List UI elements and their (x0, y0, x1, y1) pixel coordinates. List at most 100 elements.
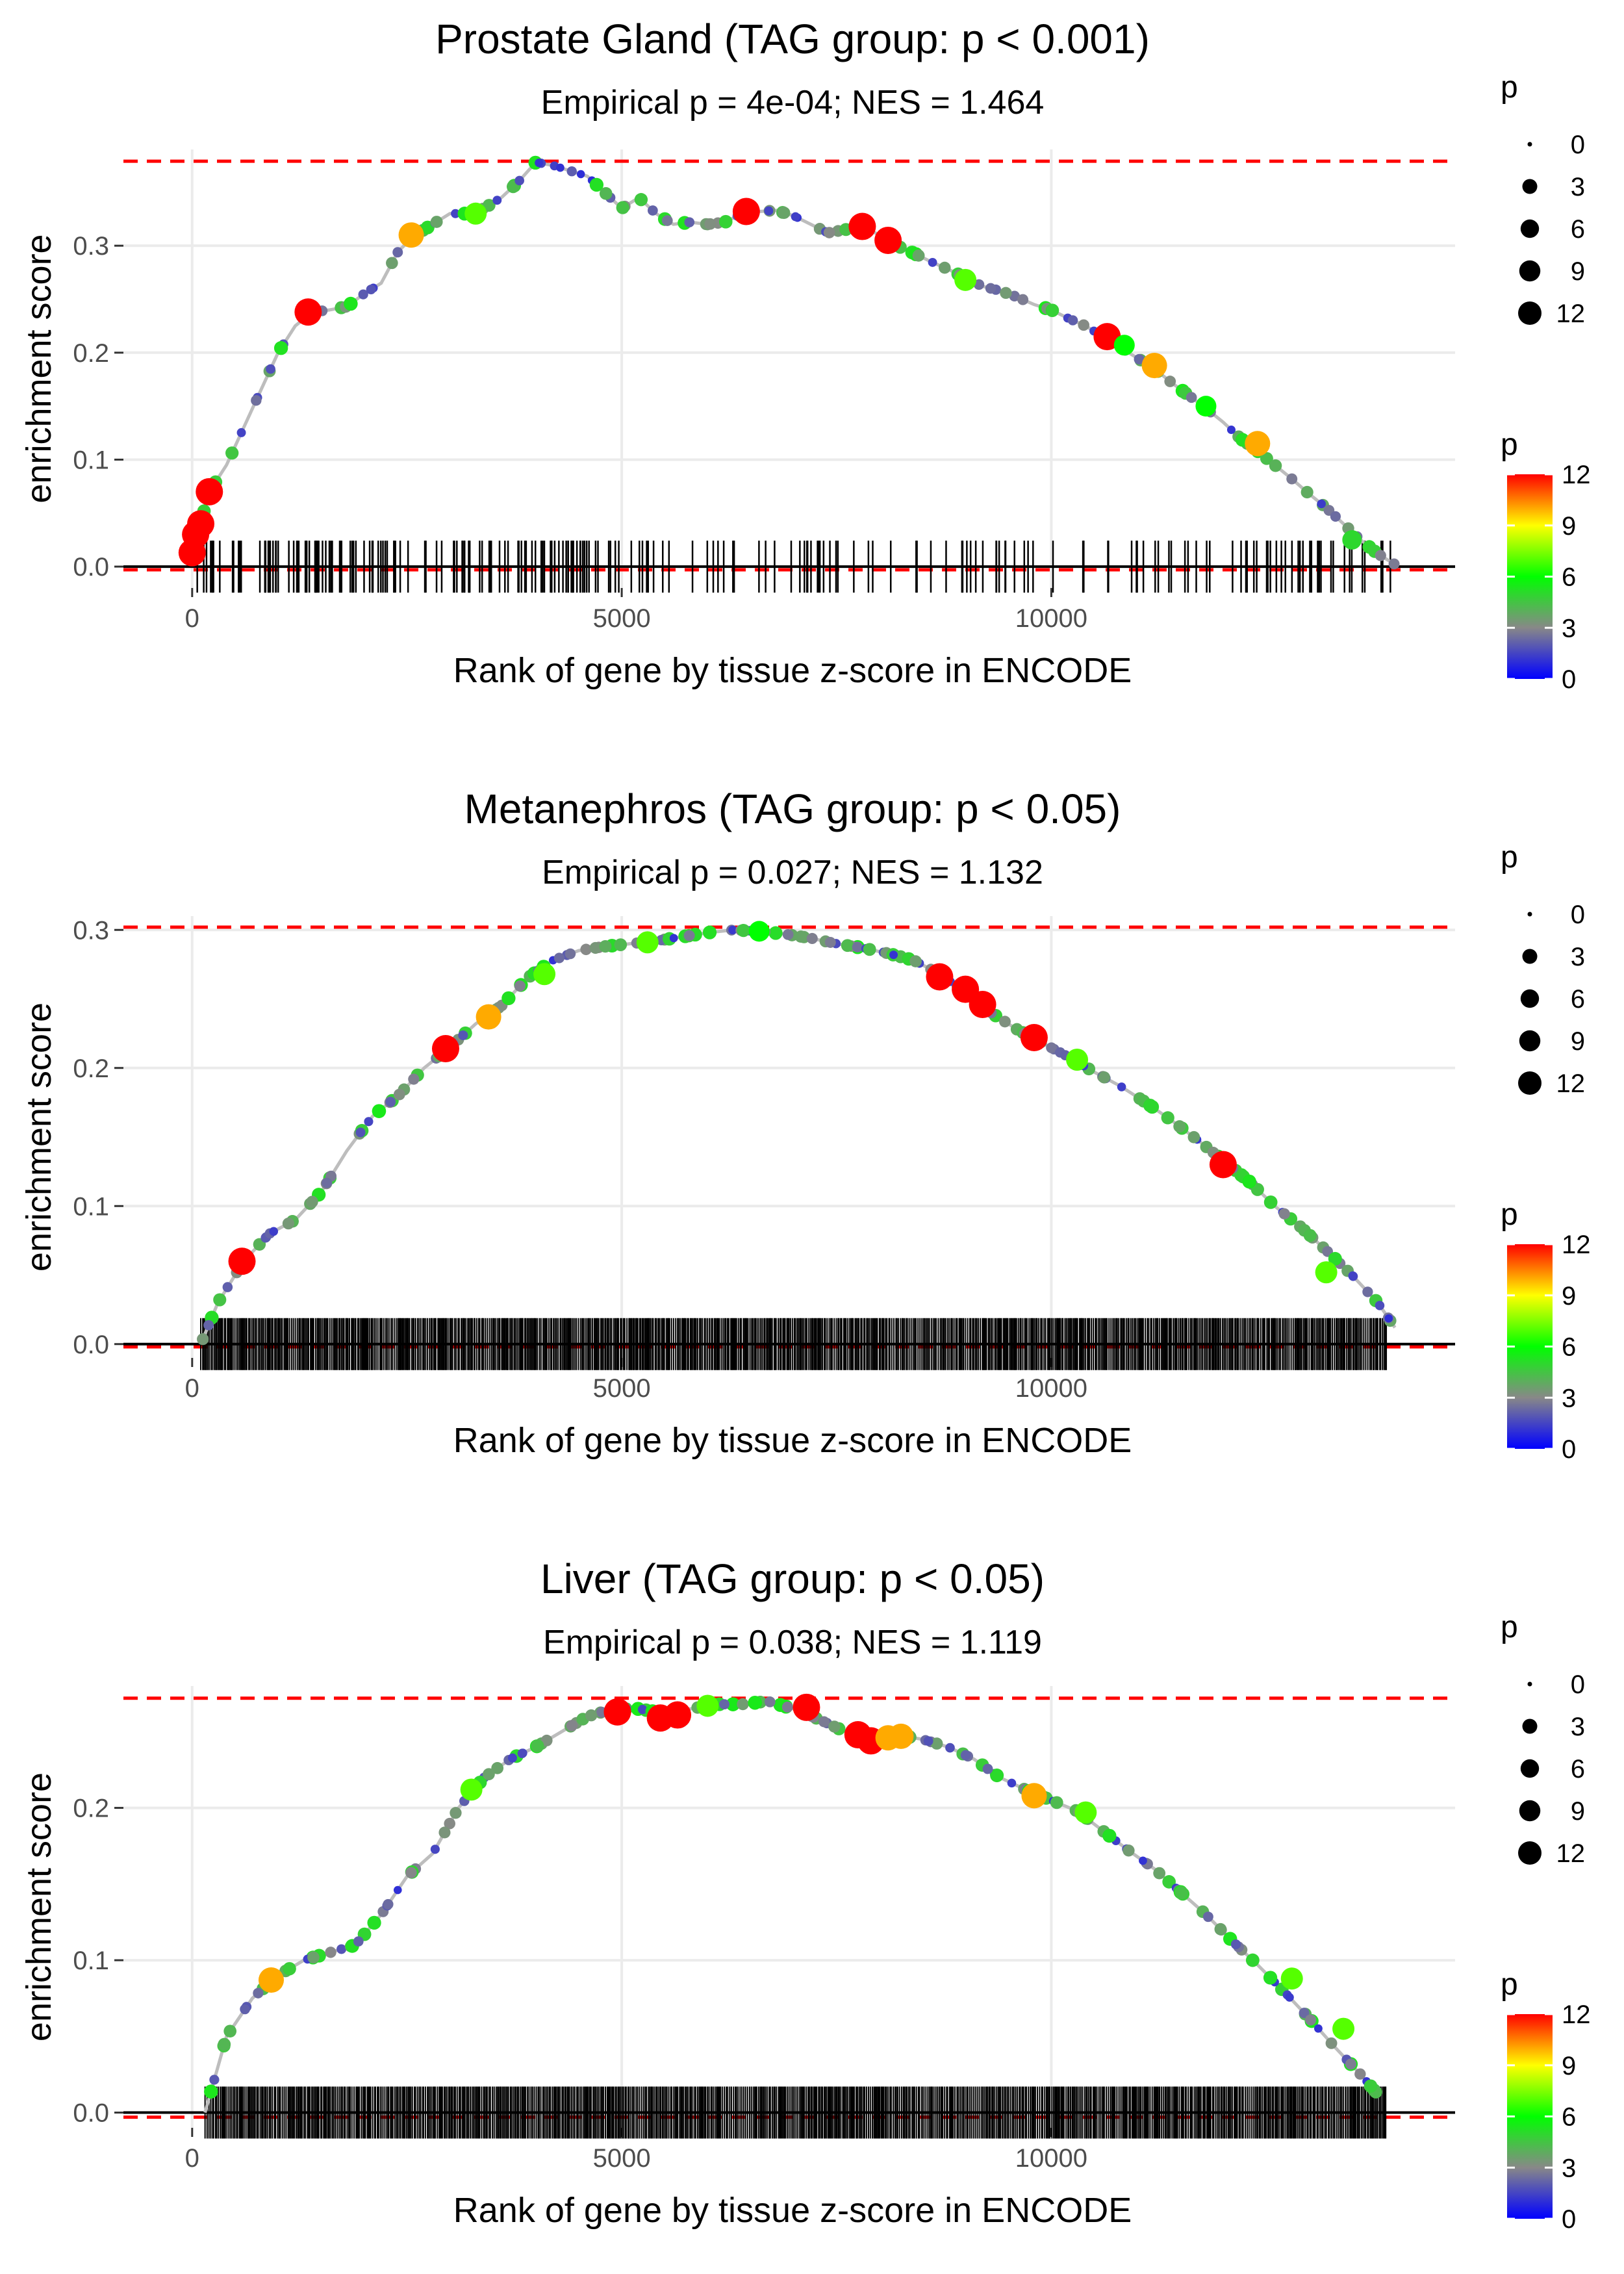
curve-point (1230, 1939, 1241, 1950)
curve-point (1303, 1229, 1317, 1242)
x-tick-label: 5000 (593, 604, 651, 633)
curve-point (253, 1987, 264, 1999)
curve-point (1187, 1131, 1200, 1143)
curve-point (540, 1734, 553, 1746)
curve-point (990, 1769, 1004, 1783)
curve-point (566, 166, 577, 177)
curve-point (684, 217, 695, 227)
chart-panel-3: Liver (TAG group: p < 0.05) Empirical p =… (19, 1555, 1591, 2234)
hit-point (793, 1693, 820, 1721)
size-legend-dot (1520, 989, 1540, 1008)
x-tick-label: 10000 (1015, 2144, 1087, 2173)
curve-point (393, 1088, 405, 1101)
curve-point (204, 2084, 218, 2099)
curve-point (1325, 2037, 1338, 2049)
hit-points (178, 198, 1362, 567)
hit-point (848, 212, 876, 240)
size-legend: p 0 3 6 9 12 (1501, 1610, 1585, 1868)
size-legend-label: 3 (1571, 943, 1585, 971)
curve-point (576, 170, 585, 179)
curve-point (1345, 2058, 1356, 2070)
y-axis: 0.0 0.1 0.2 0.3 (73, 916, 123, 1359)
curve-point (553, 952, 565, 964)
curve-point (501, 991, 516, 1006)
curve-point (938, 261, 951, 274)
hit-point (1280, 1967, 1303, 1990)
curve-point (1000, 287, 1012, 300)
curve-point (393, 1885, 402, 1895)
curve-point (336, 1944, 347, 1954)
curve-point (841, 939, 854, 952)
color-legend-title: p (1501, 1197, 1518, 1232)
chart-title: Liver (TAG group: p < 0.05) (540, 1555, 1045, 1602)
color-legend-title: p (1501, 1967, 1518, 2002)
curve-point (1375, 550, 1386, 561)
curve-point (306, 1195, 318, 1208)
curve-point (647, 205, 658, 216)
curve-point (1162, 1875, 1176, 1889)
y-tick-label: 0.2 (73, 1795, 109, 1823)
size-legend-dot (1518, 1841, 1542, 1865)
color-legend-label: 3 (1562, 1384, 1576, 1412)
color-legend-label: 0 (1562, 665, 1576, 694)
hit-point (398, 222, 424, 248)
curve-point (634, 193, 648, 207)
curve-point (1278, 1208, 1290, 1220)
curve-point (945, 1743, 955, 1753)
curve-point (1153, 1867, 1166, 1880)
curve-point (383, 1898, 394, 1910)
curve-point (1007, 1778, 1017, 1788)
x-tick-label: 0 (185, 604, 199, 633)
size-legend-dot (1519, 1030, 1541, 1052)
size-legend-dot (1522, 179, 1538, 194)
curve-point (1300, 485, 1313, 499)
x-axis: 0 5000 10000 (185, 2128, 1087, 2173)
x-tick-label: 5000 (593, 1374, 651, 1403)
y-axis: 0.0 0.1 0.2 (73, 1795, 123, 2128)
curve-point (491, 1761, 504, 1774)
curve-point (1299, 2008, 1310, 2019)
curve-point (930, 1737, 943, 1750)
hit-point (732, 198, 760, 225)
curve-point (791, 212, 800, 222)
curve-point (818, 1716, 830, 1728)
curve-point (718, 214, 733, 229)
panels: Prostate Gland (TAG group: p < 0.001) Emp… (19, 16, 1591, 2234)
curve-point (1242, 1174, 1256, 1189)
curve-point (728, 925, 737, 935)
curve-point (450, 1807, 462, 1819)
y-tick-label: 0.1 (73, 446, 109, 474)
curve-point (1098, 1071, 1111, 1084)
y-tick-label: 0.0 (73, 553, 109, 581)
curve-point (748, 1695, 763, 1710)
curve-point (923, 1736, 933, 1746)
curve-point (702, 925, 717, 939)
size-legend-dot (1520, 1759, 1540, 1778)
curve-point (1164, 376, 1176, 387)
color-legend-label: 3 (1562, 2154, 1576, 2182)
hit-point (1074, 1801, 1097, 1824)
curve-point (1186, 392, 1197, 403)
curve-point (1050, 1796, 1063, 1809)
y-axis-title: enrichment score (19, 1003, 58, 1271)
hit-point (1021, 1783, 1047, 1809)
curve-point (517, 1748, 527, 1758)
curve-point (764, 206, 774, 216)
enrichment-curve (190, 160, 1396, 566)
size-legend-label: 3 (1571, 1713, 1585, 1741)
curve-point (266, 364, 275, 374)
curve-points (197, 923, 1397, 1346)
curve-point (364, 1117, 374, 1127)
gridlines (123, 916, 1455, 1358)
curve-point (430, 216, 443, 228)
curve-point (451, 209, 461, 218)
curve-point (269, 1227, 279, 1236)
y-tick-label: 0.0 (73, 2099, 109, 2128)
curve-point (683, 930, 695, 941)
curve-point (458, 1030, 468, 1040)
curve-point (556, 163, 565, 172)
color-legend-label: 0 (1562, 1435, 1576, 1464)
size-legend-dot (1527, 912, 1532, 917)
y-tick-label: 0.1 (73, 1192, 109, 1221)
y-tick-label: 0.0 (73, 1331, 109, 1359)
